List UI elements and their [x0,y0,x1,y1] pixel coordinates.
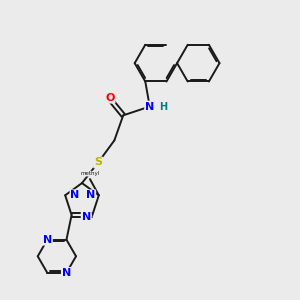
Text: methyl: methyl [80,171,100,176]
Text: N: N [62,268,71,278]
Text: S: S [94,158,102,167]
Text: N: N [43,235,52,245]
Text: N: N [86,190,95,200]
Text: O: O [105,93,115,103]
Text: H: H [159,101,167,112]
Text: N: N [82,212,91,221]
Text: N: N [70,190,80,200]
Text: N: N [145,101,154,112]
